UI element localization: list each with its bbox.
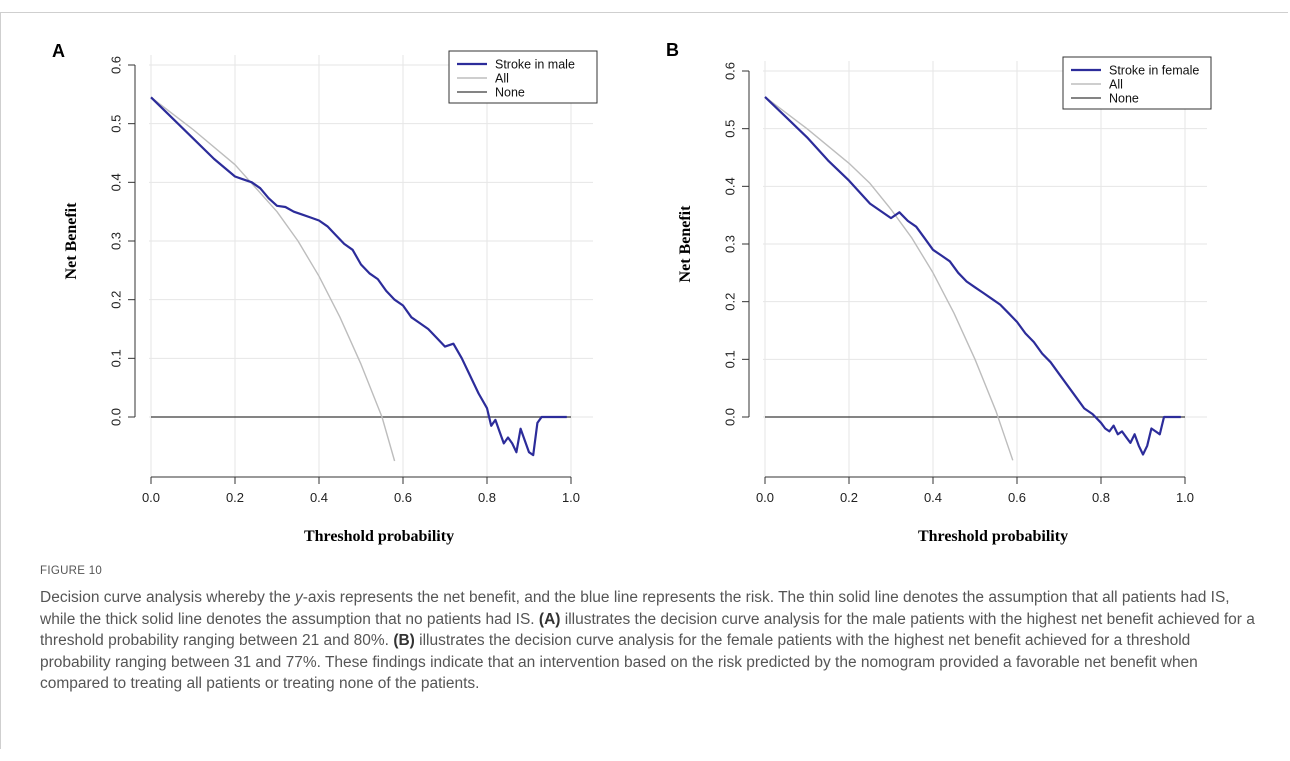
legend-label: Stroke in female (1109, 64, 1199, 78)
x-tick-label: 0.0 (756, 490, 774, 505)
legend-label: None (1109, 92, 1139, 106)
panel-letter-b: B (666, 40, 679, 60)
x-tick-label: 1.0 (562, 490, 580, 505)
figure-label: FIGURE 10 (40, 565, 103, 577)
y-axis-title: Net Benefit (63, 202, 80, 280)
y-tick-label: 0.0 (722, 408, 737, 426)
y-tick-label: 0.6 (722, 62, 737, 80)
legend-label: All (1109, 78, 1123, 92)
x-axis-title: Threshold probability (918, 528, 1068, 545)
series-lines (150, 96, 571, 462)
y-tick-label: 0.5 (722, 120, 737, 138)
decision-curve-charts: A 0.0 0.2 0.4 0.6 0.8 1.0 0.0 0.1 0.2 0.3 0.4 0.5 0.6… (52, 40, 1212, 545)
caption-text: Decision curve analysis whereby the y-ax… (40, 587, 1255, 695)
caption-segment: -axis represents the net benefit, and th… (40, 589, 1230, 628)
x-tick-label: 0.2 (226, 490, 244, 505)
x-tick-label: 0.8 (478, 490, 496, 505)
y-tick-label: 0.4 (722, 177, 737, 195)
series-lines (764, 96, 1185, 461)
legend-box (1062, 56, 1212, 110)
x-tick-label: 0.6 (1008, 490, 1026, 505)
series-line-all (764, 96, 1014, 461)
chart-panel-a: A 0.0 0.2 0.4 0.6 0.8 1.0 0.0 0.1 0.2 0.3 0.4 0.5 0.6… (52, 41, 598, 545)
y-tick-label: 0.2 (108, 291, 123, 309)
series-line-all (150, 96, 396, 462)
y-tick-label: 0.6 (108, 56, 123, 74)
y-tick-label: 0.3 (722, 235, 737, 253)
x-tick-label: 1.0 (1176, 490, 1194, 505)
y-tick-label: 0.1 (108, 349, 123, 367)
figure-charts: A 0.0 0.2 0.4 0.6 0.8 1.0 0.0 0.1 0.2 0.3 0.4 0.5 0.6… (20, 36, 1270, 556)
grid-lines (149, 55, 593, 477)
caption-segment: y (295, 589, 303, 606)
caption-segment: (A) (538, 610, 561, 628)
y-tick-label: 0.5 (108, 115, 123, 133)
y-tick-label: 0.1 (722, 350, 737, 368)
grid-lines (763, 61, 1207, 477)
y-tick-label: 0.2 (722, 293, 737, 311)
chart-panel-b: B 0.0 0.2 0.4 0.6 0.8 1.0 0.0 0.1 0.2 0.3 0.4 0.5 0.6… (666, 40, 1212, 545)
figure-caption: FIGURE 10 Decision curve analysis whereb… (40, 565, 1255, 695)
x-tick-label: 0.8 (1092, 490, 1110, 505)
x-tick-label: 0.0 (142, 490, 160, 505)
caption-segment: illustrates the decision curve analysis … (40, 610, 1255, 650)
series-line-model (150, 96, 567, 457)
x-tick-label: 0.2 (840, 490, 858, 505)
legend-label: Stroke in male (495, 58, 575, 72)
x-tick-label: 0.6 (394, 490, 412, 505)
x-tick-label: 0.4 (924, 490, 942, 505)
x-axis-title: Threshold probability (304, 528, 454, 545)
x-tick-label: 0.4 (310, 490, 328, 505)
legend-label: None (495, 86, 525, 100)
y-tick-label: 0.3 (108, 232, 123, 250)
y-tick-label: 0.0 (108, 408, 123, 426)
caption-segment: Decision curve analysis whereby the (40, 589, 296, 606)
caption-segment: (B) (393, 632, 415, 649)
figure-frame (0, 12, 1288, 749)
panel-letter-a: A (52, 41, 65, 61)
series-line-model (764, 96, 1181, 456)
legend-box (448, 50, 598, 104)
caption-segment: illustrates the decision curve analysis … (40, 632, 1198, 692)
y-axis-title: Net Benefit (677, 205, 694, 283)
y-tick-label: 0.4 (108, 173, 123, 191)
legend-label: All (495, 72, 509, 86)
